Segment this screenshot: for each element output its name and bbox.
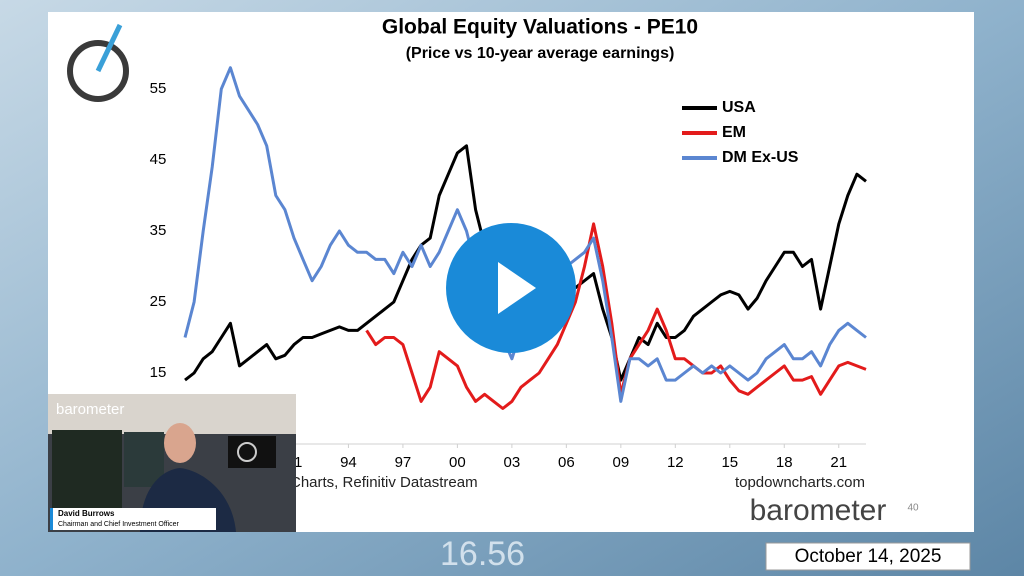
x-tick-label: 21 xyxy=(830,454,847,471)
brand-logo: barometer xyxy=(750,494,887,527)
x-tick-label: 06 xyxy=(558,454,575,471)
y-tick-label: 55 xyxy=(150,80,167,97)
chart-title: Global Equity Valuations - PE10 xyxy=(382,16,698,39)
webcam-brand: barometer xyxy=(56,401,124,418)
legend-label: DM Ex-US xyxy=(722,149,799,166)
y-tick-label: 45 xyxy=(150,151,167,168)
y-tick-label: 35 xyxy=(150,222,167,239)
legend-label: USA xyxy=(722,99,756,116)
source-text: Charts, Refinitiv Datastream xyxy=(290,474,478,491)
x-tick-label: 18 xyxy=(776,454,793,471)
x-tick-label: 94 xyxy=(340,454,357,471)
x-tick-label: 09 xyxy=(612,454,629,471)
page-number: 40 xyxy=(907,503,919,514)
webcam: barometer David Burrows Chairman and Chi… xyxy=(48,394,296,532)
presenter-name: David Burrows xyxy=(58,509,115,518)
date: October 14, 2025 xyxy=(795,546,942,567)
legend-label: EM xyxy=(722,124,746,141)
y-tick-label: 25 xyxy=(150,293,167,310)
gauge-icon xyxy=(67,23,129,102)
x-tick-label: 15 xyxy=(721,454,738,471)
x-tick-label: 00 xyxy=(449,454,466,471)
x-tick-label: 03 xyxy=(504,454,521,471)
presenter-role: Chairman and Chief Investment Officer xyxy=(58,521,180,528)
background-number: 16.56 xyxy=(440,535,525,573)
y-tick-label: 15 xyxy=(150,364,167,381)
date-box xyxy=(765,542,971,571)
x-tick-label: 12 xyxy=(667,454,684,471)
x-tick-label: 97 xyxy=(395,454,412,471)
chart-subtitle: (Price vs 10-year average earnings) xyxy=(406,45,675,62)
website: topdowncharts.com xyxy=(735,474,865,491)
play-button[interactable] xyxy=(446,223,576,353)
